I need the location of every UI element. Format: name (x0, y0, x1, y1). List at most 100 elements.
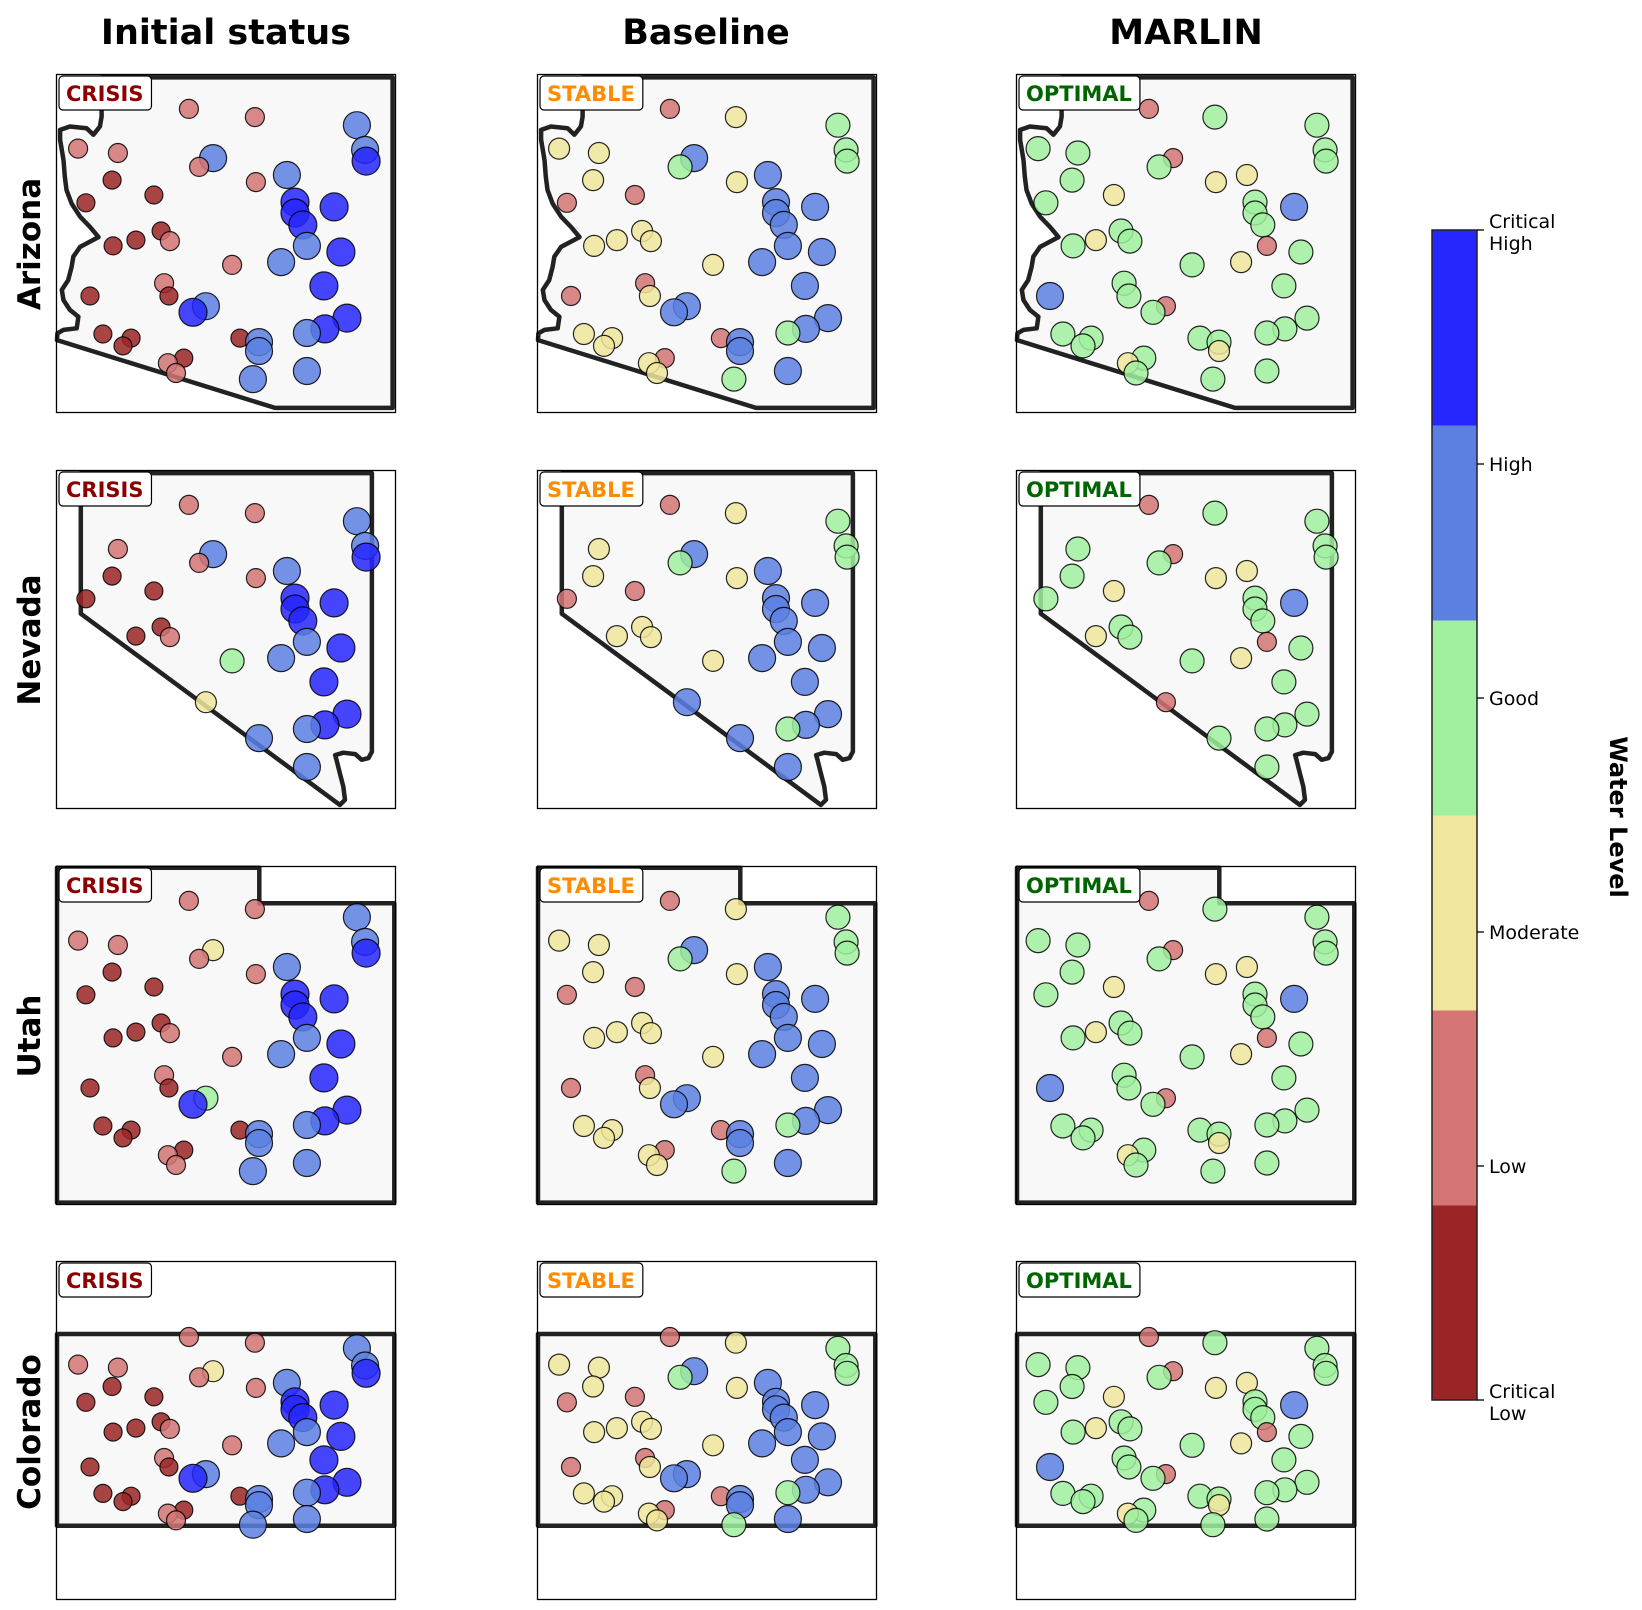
panel-arizona-2: OPTIMAL (1014, 73, 1357, 414)
station-point-high (267, 643, 296, 673)
station-point-moderate (547, 929, 571, 952)
station-point-critical-high (326, 237, 356, 267)
station-point-good (1065, 932, 1091, 958)
station-point-moderate (572, 1114, 596, 1138)
station-point-critical-high (326, 633, 356, 663)
station-point-low (659, 890, 681, 912)
station-point-moderate (701, 253, 725, 276)
station-point-good (1179, 1044, 1205, 1070)
station-point-moderate (592, 1490, 616, 1513)
station-point-low (659, 494, 681, 515)
station-point-high (292, 1110, 321, 1140)
station-point-good (1123, 1507, 1149, 1534)
station-point-critical-low (80, 286, 100, 306)
station-point-moderate (605, 1416, 629, 1440)
status-badge-text: CRISIS (66, 874, 143, 898)
station-point-low (556, 192, 578, 213)
panel-frame (536, 73, 878, 414)
station-point-high (342, 111, 371, 140)
station-point-good (1288, 1031, 1314, 1057)
panel-frame (536, 469, 878, 810)
panel-frame (55, 469, 397, 810)
station-point-high (790, 271, 820, 300)
station-point-good (1313, 940, 1339, 966)
colorbar-band-critical-low (1432, 1205, 1477, 1401)
station-point-critical-low (76, 589, 96, 609)
station-point-high (272, 556, 301, 586)
station-point-good (1179, 252, 1205, 278)
station-point-low (178, 98, 199, 120)
station-point-good (667, 946, 693, 972)
station-point-critical-low (103, 236, 123, 256)
colorbar-tick-label: Critical Low (1489, 1381, 1555, 1425)
station-point-low (244, 1332, 265, 1353)
station-point-moderate (581, 1375, 605, 1398)
colorbar-tick-label-line: Critical (1489, 211, 1555, 233)
station-point-high (292, 1023, 321, 1053)
station-point-high (238, 1510, 267, 1539)
station-point-high (807, 1422, 837, 1451)
station-point-critical-low (102, 962, 122, 982)
station-point-high (753, 160, 783, 190)
column-title-initial: Initial status (101, 13, 351, 53)
status-badge-box (539, 867, 644, 903)
station-point-good (1140, 1465, 1166, 1491)
station-point-low (1256, 1027, 1278, 1049)
panel-arizona-1: STABLE (535, 73, 878, 414)
station-point-high (747, 1429, 777, 1458)
station-point-good (1254, 1506, 1280, 1532)
station-point-moderate (638, 1076, 662, 1100)
status-badge-text: OPTIMAL (1026, 1269, 1132, 1293)
status-badge-box (58, 1262, 153, 1298)
status-badge: OPTIMAL (1018, 1262, 1141, 1298)
station-point-low (560, 1077, 582, 1099)
station-point-good (1206, 725, 1232, 751)
station-point-good (1146, 946, 1172, 972)
station-point-critical-low (144, 185, 164, 205)
status-badge-box (1018, 75, 1141, 111)
panel-arizona-0: CRISIS (54, 73, 397, 414)
panel-frame (1015, 865, 1357, 1206)
station-point-low (244, 106, 265, 128)
station-point-critical-low (93, 1116, 113, 1136)
station-point-moderate (572, 322, 596, 346)
station-point-high (747, 1039, 777, 1069)
station-point-good (1294, 701, 1320, 727)
station-point-moderate (638, 1455, 662, 1479)
station-point-critical-low (76, 985, 96, 1005)
station-point-critical-low (159, 1457, 179, 1477)
station-point-good (1254, 1150, 1280, 1176)
status-badge-box (539, 471, 644, 507)
station-point-low (1138, 494, 1160, 515)
station-point-low (67, 1354, 89, 1375)
station-point-good (1288, 635, 1314, 661)
station-point-good (1123, 360, 1149, 386)
station-point-low (107, 934, 129, 956)
status-badge: STABLE (539, 867, 644, 903)
station-point-moderate (725, 566, 749, 590)
station-point-low (159, 626, 180, 648)
station-point-moderate (194, 691, 217, 714)
station-point-moderate (725, 962, 749, 986)
station-point-critical-low (113, 1491, 133, 1512)
station-point-low (624, 976, 646, 998)
station-point-critical-low (102, 1376, 122, 1397)
station-point-low (178, 494, 199, 515)
status-badge-box (58, 75, 153, 111)
station-point-moderate (639, 1021, 663, 1045)
station-point-low (1256, 235, 1278, 256)
station-point-good (1065, 140, 1091, 166)
station-point-good (1025, 136, 1051, 162)
station-point-high (292, 1478, 321, 1507)
station-point-good (1304, 508, 1330, 534)
panel-nevada-2: OPTIMAL (1015, 469, 1357, 810)
station-point-moderate (1235, 955, 1259, 979)
station-point-critical-high (178, 1089, 208, 1119)
station-point-low (556, 1392, 578, 1413)
station-point-moderate (1235, 559, 1259, 583)
station-point-high (292, 1417, 321, 1447)
station-point-good (1033, 190, 1059, 216)
station-point-good (1288, 239, 1314, 265)
station-point-good (1271, 273, 1297, 299)
station-point-low (1138, 1326, 1160, 1348)
